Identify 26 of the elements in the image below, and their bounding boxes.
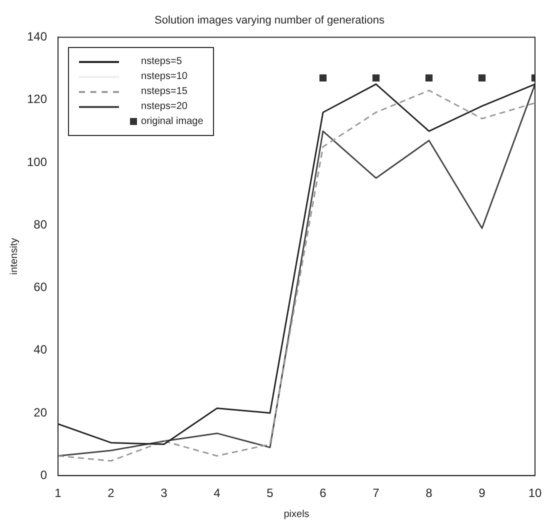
x-tick-label: 10 — [528, 486, 542, 500]
x-tick-label: 2 — [108, 486, 115, 500]
y-tick-label: 20 — [34, 405, 48, 420]
x-axis-title: pixels — [284, 508, 310, 520]
y-tick-label: 0 — [40, 468, 48, 482]
chart-title: Solution images varying number of generations — [154, 14, 385, 27]
x-tick-label: 7 — [372, 486, 380, 500]
y-tick-label: 40 — [34, 342, 48, 357]
x-tick-label: 1 — [54, 486, 62, 500]
legend-label: nsteps=5 — [141, 56, 182, 68]
y-tick-label: 140 — [26, 30, 48, 44]
x-tick-label: 6 — [320, 486, 327, 500]
x-tick-label: 4 — [214, 486, 221, 500]
y-tick-label: 120 — [26, 92, 48, 106]
y-axis-title: intensity — [8, 238, 20, 275]
y-tick-label: 100 — [26, 154, 48, 169]
y-tick-label: 80 — [34, 217, 48, 232]
x-tick-label: 8 — [426, 486, 433, 500]
legend-label: nsteps=15 — [141, 86, 188, 98]
legend-label: nsteps=20 — [141, 101, 188, 112]
x-tick-label: 9 — [478, 486, 486, 500]
legend-label: nsteps=10 — [141, 71, 188, 82]
x-tick-label: 3 — [160, 486, 168, 500]
x-tick-label: 5 — [266, 486, 274, 500]
y-tick-label: 60 — [34, 280, 48, 294]
legend-label: original image — [141, 116, 204, 128]
